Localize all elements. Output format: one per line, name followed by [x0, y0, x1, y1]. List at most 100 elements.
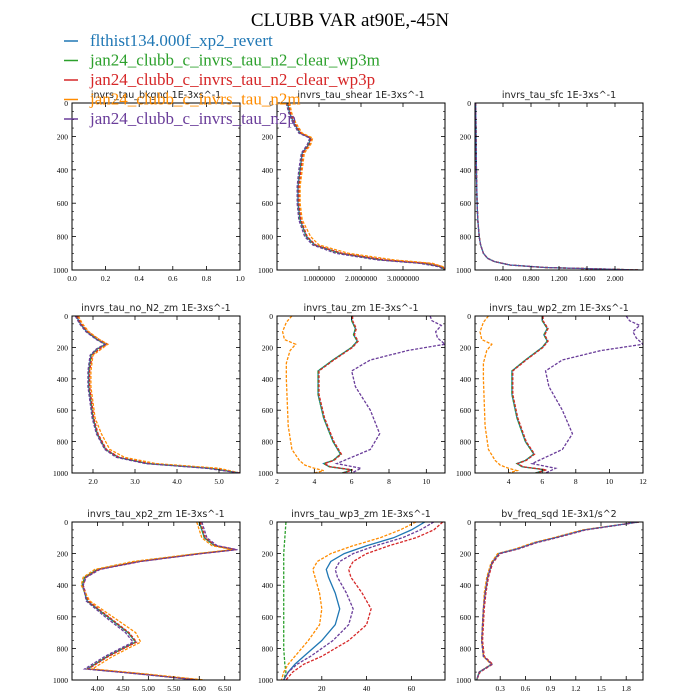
- series-line-4: [80, 522, 233, 680]
- y-tick-label: 1000: [53, 469, 68, 478]
- y-tick-label: 1000: [53, 676, 68, 685]
- series-line-2: [475, 103, 640, 270]
- plot-frame: [71, 102, 241, 271]
- y-tick-label: 1000: [456, 676, 471, 685]
- series-line-3: [475, 103, 640, 270]
- panel-7: invrs_tau_xp2_zm 1E-3xs^-1 0 200 400 600 800 1…: [53, 509, 241, 693]
- y-tick-label: 400: [460, 375, 472, 384]
- x-tick-label: 6.00: [193, 684, 206, 693]
- x-tick-label: 2.000: [607, 274, 624, 283]
- series-line-2: [476, 522, 639, 680]
- plot-frame: [276, 521, 446, 681]
- x-tick-label: 6: [540, 477, 544, 486]
- figure-title: CLUBB VAR at90E,-45N: [251, 10, 450, 31]
- y-tick-label: 0: [269, 99, 273, 108]
- series-line-3: [76, 316, 240, 473]
- plot-frame: [276, 102, 446, 271]
- series-lines: [479, 316, 643, 473]
- y-tick-label: 1000: [456, 266, 471, 275]
- x-tick-label: 6.50: [218, 684, 231, 693]
- series-lines: [476, 522, 639, 680]
- series-line-1: [475, 103, 640, 270]
- y-tick-label: 600: [262, 199, 274, 208]
- panel-3: invrs_tau_sfc 1E-3xs^-1 0 200 400 600 800 1000…: [456, 90, 644, 283]
- x-tick-label: 0.4: [135, 274, 145, 283]
- legend-entry: jan24_clubb_c_invrs_tau_n2_clear_wp3m: [64, 51, 380, 70]
- y-tick-label: 600: [460, 199, 472, 208]
- series-line-1: [286, 103, 445, 270]
- x-tick-label: 5.50: [167, 684, 180, 693]
- x-tick-label: 10: [423, 477, 431, 486]
- series-line-4: [280, 522, 417, 680]
- x-tick-label: 20: [318, 684, 326, 693]
- y-tick-label: 200: [57, 132, 69, 141]
- x-tick-label: 3.0: [130, 477, 140, 486]
- x-tick-label: 1.200: [551, 274, 568, 283]
- y-tick-label: 400: [262, 166, 274, 175]
- y-tick-label: 600: [262, 613, 274, 622]
- y-tick-label: 200: [262, 132, 274, 141]
- x-tick-label: 0.9: [546, 684, 556, 693]
- x-tick-label: 1.8: [622, 684, 632, 693]
- series-lines: [281, 316, 445, 473]
- x-tick-label: 2.0000000: [345, 274, 377, 283]
- legend-label: jan24_clubb_c_invrs_tau_n2_clear_wp3m: [89, 51, 380, 70]
- y-tick-label: 600: [57, 199, 69, 208]
- series-line-3: [82, 522, 237, 680]
- x-tick-label: 0.2: [101, 274, 111, 283]
- y-tick-label: 800: [262, 438, 274, 447]
- x-tick-label: 8: [574, 477, 578, 486]
- panel-title: invrs_tau_no_N2_zm 1E-3xs^-1: [81, 303, 230, 314]
- y-tick-label: 800: [460, 644, 472, 653]
- panel-1: invrs_tau_bkgnd 1E-3xs^-1 0 200 400 600 800 10…: [53, 90, 245, 283]
- x-tick-label: 0.6: [521, 684, 531, 693]
- y-tick-label: 0: [467, 99, 471, 108]
- x-tick-label: 3.0000000: [387, 274, 419, 283]
- series-line-5: [475, 103, 640, 270]
- x-tick-label: 4.0: [172, 477, 182, 486]
- y-tick-label: 200: [262, 550, 274, 559]
- y-tick-label: 800: [57, 233, 69, 242]
- y-tick-label: 0: [64, 518, 68, 527]
- y-tick-label: 200: [57, 550, 69, 559]
- y-tick-label: 400: [262, 581, 274, 590]
- legend-label: flthist134.000f_xp2_revert: [90, 31, 273, 50]
- series-line-3: [287, 103, 445, 270]
- y-tick-label: 800: [57, 644, 69, 653]
- x-tick-label: 0.400: [495, 274, 512, 283]
- x-tick-label: 40: [363, 684, 371, 693]
- panels-group: invrs_tau_bkgnd 1E-3xs^-1020040060080010…: [53, 90, 647, 693]
- series-line-2: [511, 316, 549, 473]
- x-tick-label: 0.0: [67, 274, 77, 283]
- legend-label: jan24_clubb_c_invrs_tau_n2p: [89, 109, 296, 128]
- x-tick-label: 6: [350, 477, 354, 486]
- series-line-4: [288, 103, 445, 270]
- series-line-3: [512, 316, 549, 473]
- series-line-1: [476, 522, 639, 680]
- y-tick-label: 400: [57, 581, 69, 590]
- x-tick-label: 0.800: [523, 274, 540, 283]
- y-tick-label: 200: [460, 550, 472, 559]
- panel-5: invrs_tau_zm 1E-3xs^-1 0 200 400 600 800 10002…: [258, 303, 446, 486]
- y-tick-label: 1000: [258, 469, 273, 478]
- series-line-3: [318, 316, 360, 473]
- x-tick-label: 10: [606, 477, 614, 486]
- x-tick-label: 1.600: [579, 274, 596, 283]
- y-tick-label: 1000: [456, 469, 471, 478]
- legend-label: jan24_clubb_c_invrs_tau_n2_clear_wp3p: [89, 70, 375, 89]
- y-tick-label: 200: [262, 343, 274, 352]
- y-tick-label: 800: [460, 438, 472, 447]
- series-line-1: [511, 316, 549, 473]
- series-line-5: [334, 316, 445, 473]
- plot-frame: [474, 102, 644, 271]
- y-tick-label: 0: [467, 312, 471, 321]
- y-tick-label: 600: [460, 613, 472, 622]
- panel-6: invrs_tau_wp2_zm 1E-3xs^-1 0 200 400 600 800 1…: [456, 303, 647, 486]
- x-tick-label: 1.2: [571, 684, 581, 693]
- x-tick-label: 0.3: [496, 684, 506, 693]
- y-tick-label: 0: [64, 99, 68, 108]
- x-tick-label: 1.5: [596, 684, 606, 693]
- x-tick-label: 4: [312, 477, 316, 486]
- x-tick-label: 4.00: [91, 684, 104, 693]
- series-line-4: [475, 103, 640, 270]
